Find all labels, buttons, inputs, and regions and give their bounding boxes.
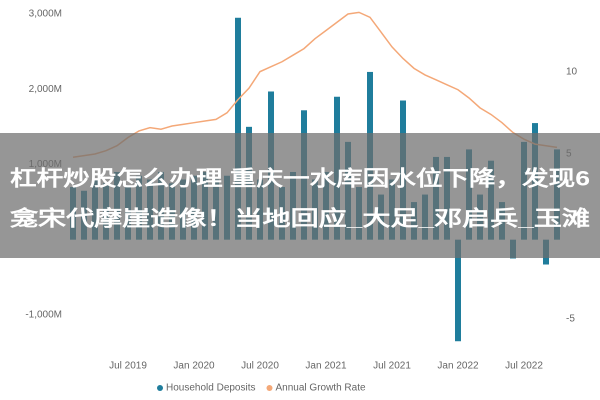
bar <box>455 239 461 342</box>
y2-tick-label: -5 <box>566 313 575 324</box>
banner-text: 龛宋代摩崖造像！当地回应_大足_邓启兵_玉滩 <box>10 207 590 231</box>
legend-label: Annual Growth Rate <box>276 383 366 394</box>
x-tick-label: Jul 2022 <box>505 361 543 372</box>
banner-text: 杠杆炒股怎么办理 重庆一水库因水位下降，发现6 <box>10 167 590 191</box>
x-tick-label: Jan 2020 <box>173 361 215 372</box>
y-tick-label: 2,000M <box>29 84 62 95</box>
x-tick-label: Jul 2020 <box>241 361 279 372</box>
x-tick-label: Jul 2019 <box>109 361 147 372</box>
legend-label: Household Deposits <box>166 383 256 394</box>
legend-marker <box>157 385 163 391</box>
bar <box>235 17 241 240</box>
x-tick-label: Jul 2021 <box>373 361 411 372</box>
x-tick-label: Jan 2022 <box>437 361 479 372</box>
legend-marker <box>266 385 273 391</box>
banner-background <box>0 133 600 258</box>
x-tick-label: Jan 2021 <box>305 361 347 372</box>
line <box>72 11 558 159</box>
y2-tick-label: 10 <box>566 66 578 77</box>
y-tick-label: 3,000M <box>29 9 62 20</box>
y-tick-label: -1,000M <box>25 310 62 321</box>
